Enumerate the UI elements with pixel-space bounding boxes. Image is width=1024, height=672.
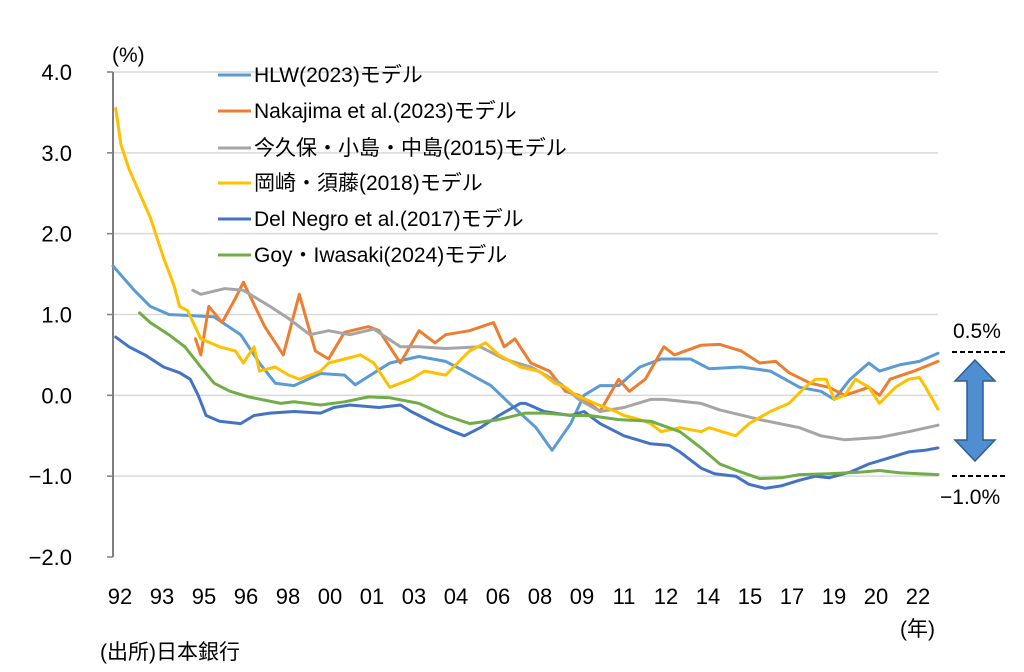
y-tick-labels: 4.0 3.0 2.0 1.0 0.0 −1.0 −2.0 bbox=[29, 60, 72, 570]
y-tick-label: 4.0 bbox=[41, 60, 72, 85]
x-tick-label: 17 bbox=[780, 584, 804, 609]
legend-item: Goy・Iwasaki(2024)モデル bbox=[218, 244, 507, 267]
y-tick-label: 1.0 bbox=[41, 303, 72, 328]
upper-bound-label: 0.5% bbox=[953, 320, 1001, 343]
series-line bbox=[111, 264, 940, 452]
x-tick-label: 19 bbox=[822, 584, 846, 609]
series-line bbox=[114, 106, 940, 438]
y-tick-label: −1.0 bbox=[29, 464, 72, 489]
y-tick-label: 2.0 bbox=[41, 222, 72, 247]
y-tick-label: 0.0 bbox=[41, 383, 72, 408]
lower-bound-label: −1.0% bbox=[940, 486, 1000, 509]
x-tick-label: 08 bbox=[528, 584, 552, 609]
legend-label: HLW(2023)モデル bbox=[254, 64, 423, 87]
series-lines bbox=[111, 106, 940, 490]
x-tick-labels: 92 93 95 96 98 00 01 03 04 06 08 09 11 12 14 15 17 19 20 22 bbox=[108, 584, 930, 609]
legend-item: 岡崎・須藤(2018)モデル bbox=[218, 172, 483, 195]
series-line bbox=[138, 311, 940, 481]
legend-item: HLW(2023)モデル bbox=[218, 64, 423, 87]
legend: HLW(2023)モデル Nakajima et al.(2023)モデル今久保・… bbox=[218, 64, 567, 267]
x-tick-label: 00 bbox=[318, 584, 342, 609]
x-tick-label: 09 bbox=[570, 584, 594, 609]
x-axis-label: (年) bbox=[900, 618, 935, 641]
gridlines bbox=[107, 71, 938, 558]
x-tick-label: 11 bbox=[613, 584, 636, 609]
x-tick-label: 06 bbox=[486, 584, 510, 609]
source-note: (出所)日本銀行 bbox=[100, 641, 240, 664]
x-tick-label: 03 bbox=[402, 584, 426, 609]
x-tick-label: 95 bbox=[192, 584, 216, 609]
x-tick-label: 15 bbox=[738, 584, 762, 609]
x-tick-label: 93 bbox=[150, 584, 174, 609]
x-tick-label: 04 bbox=[444, 584, 468, 609]
legend-label: Nakajima et al.(2023)モデル bbox=[254, 100, 517, 123]
y-tick-label: −2.0 bbox=[29, 545, 72, 570]
x-tick-label: 98 bbox=[276, 584, 300, 609]
series-line bbox=[194, 280, 940, 413]
legend-label: Del Negro et al.(2017)モデル bbox=[254, 208, 524, 231]
series-line bbox=[114, 335, 940, 490]
x-tick-label: 12 bbox=[654, 584, 678, 609]
x-tick-label: 22 bbox=[906, 584, 930, 609]
x-tick-label: 96 bbox=[234, 584, 258, 609]
x-tick-label: 92 bbox=[108, 584, 132, 609]
legend-item: Del Negro et al.(2017)モデル bbox=[218, 208, 524, 231]
double-arrow-icon bbox=[953, 358, 997, 463]
legend-item: Nakajima et al.(2023)モデル bbox=[218, 100, 517, 123]
y-axis-label: (%) bbox=[112, 44, 145, 67]
series-line bbox=[191, 287, 940, 442]
y-tick-label: 3.0 bbox=[41, 141, 72, 166]
legend-label: 岡崎・須藤(2018)モデル bbox=[254, 172, 483, 195]
x-tick-label: 20 bbox=[864, 584, 888, 609]
x-tick-label: 01 bbox=[360, 584, 384, 609]
legend-label: 今久保・小島・中島(2015)モデル bbox=[254, 137, 567, 160]
legend-item: 今久保・小島・中島(2015)モデル bbox=[218, 137, 567, 160]
legend-label: Goy・Iwasaki(2024)モデル bbox=[254, 244, 507, 267]
range-annotation: 0.5% −1.0% bbox=[940, 320, 1008, 509]
x-tick-label: 14 bbox=[696, 584, 720, 609]
